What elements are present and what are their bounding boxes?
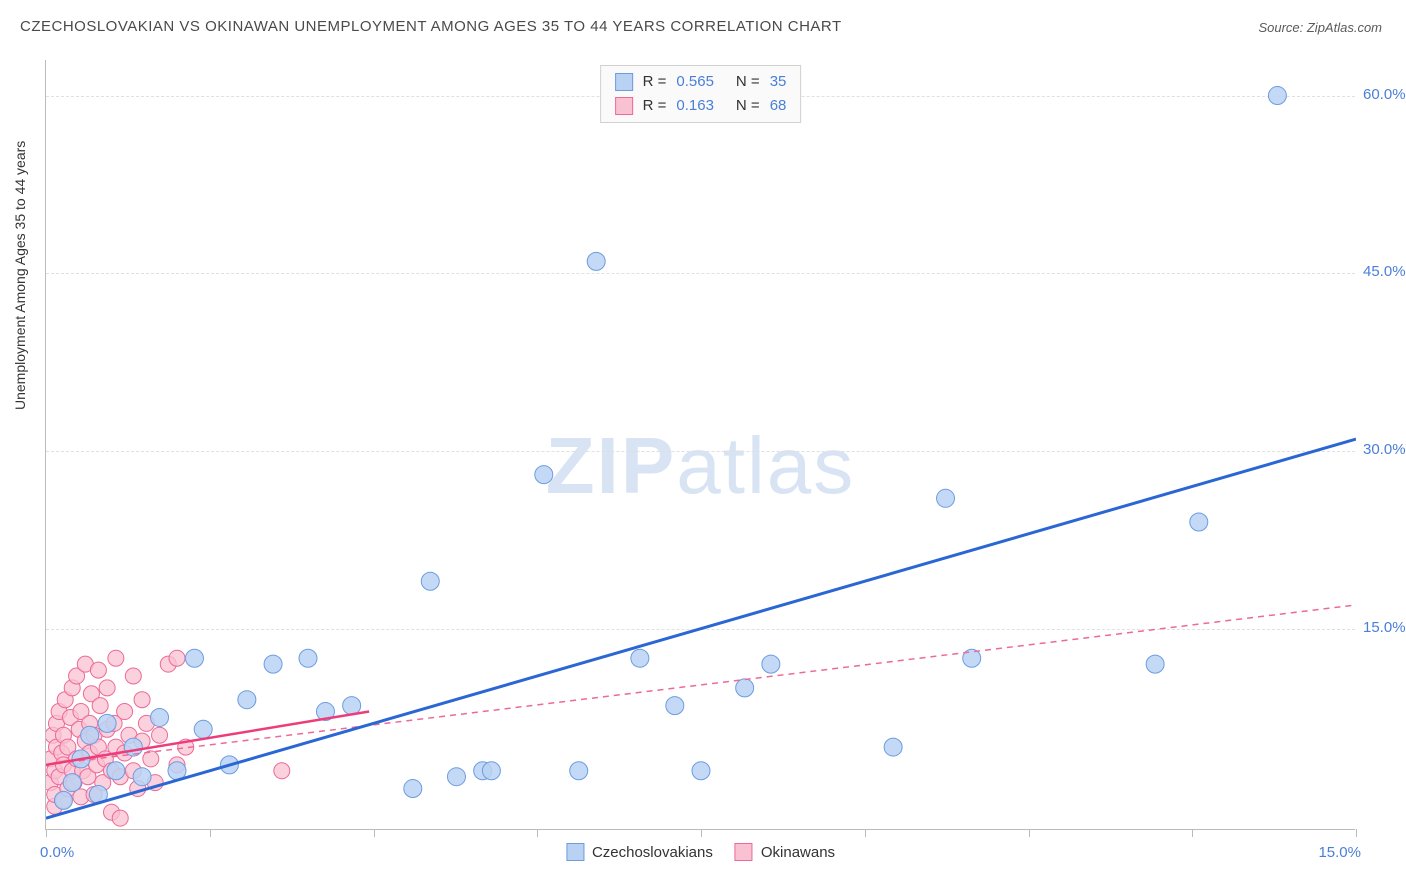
legend-label-1: Okinawans <box>761 844 835 861</box>
y-tick-label: 15.0% <box>1363 619 1406 636</box>
x-tick-label-min: 0.0% <box>40 844 74 861</box>
r-label: R = <box>643 94 667 118</box>
y-tick-label: 60.0% <box>1363 86 1406 103</box>
series-legend: Czechoslovakians Okinawans <box>566 843 835 861</box>
legend-item-1: Okinawans <box>735 843 835 861</box>
swatch-series-0 <box>615 73 633 91</box>
x-tick-label-max: 15.0% <box>1318 844 1361 861</box>
n-label: N = <box>736 70 760 94</box>
r-value-0: 0.565 <box>676 70 714 94</box>
source-attribution: Source: ZipAtlas.com <box>1258 20 1382 35</box>
y-axis-label: Unemployment Among Ages 35 to 44 years <box>12 141 28 410</box>
swatch-legend-1 <box>735 843 753 861</box>
scatter-svg <box>46 60 1356 830</box>
y-tick-label: 30.0% <box>1363 441 1406 458</box>
swatch-legend-0 <box>566 843 584 861</box>
y-tick-label: 45.0% <box>1363 263 1406 280</box>
n-value-1: 68 <box>770 94 787 118</box>
legend-label-0: Czechoslovakians <box>592 844 713 861</box>
r-label: R = <box>643 70 667 94</box>
stats-legend: R = 0.565 N = 35 R = 0.163 N = 68 <box>600 65 802 123</box>
r-value-1: 0.163 <box>676 94 714 118</box>
legend-item-0: Czechoslovakians <box>566 843 713 861</box>
n-value-0: 35 <box>770 70 787 94</box>
swatch-series-1 <box>615 97 633 115</box>
chart-title: CZECHOSLOVAKIAN VS OKINAWAN UNEMPLOYMENT… <box>20 18 842 35</box>
plot-area: ZIPatlas 15.0%30.0%45.0%60.0% R = 0.565 … <box>45 60 1355 830</box>
stats-row-0: R = 0.565 N = 35 <box>615 70 787 94</box>
stats-row-1: R = 0.163 N = 68 <box>615 94 787 118</box>
n-label: N = <box>736 94 760 118</box>
